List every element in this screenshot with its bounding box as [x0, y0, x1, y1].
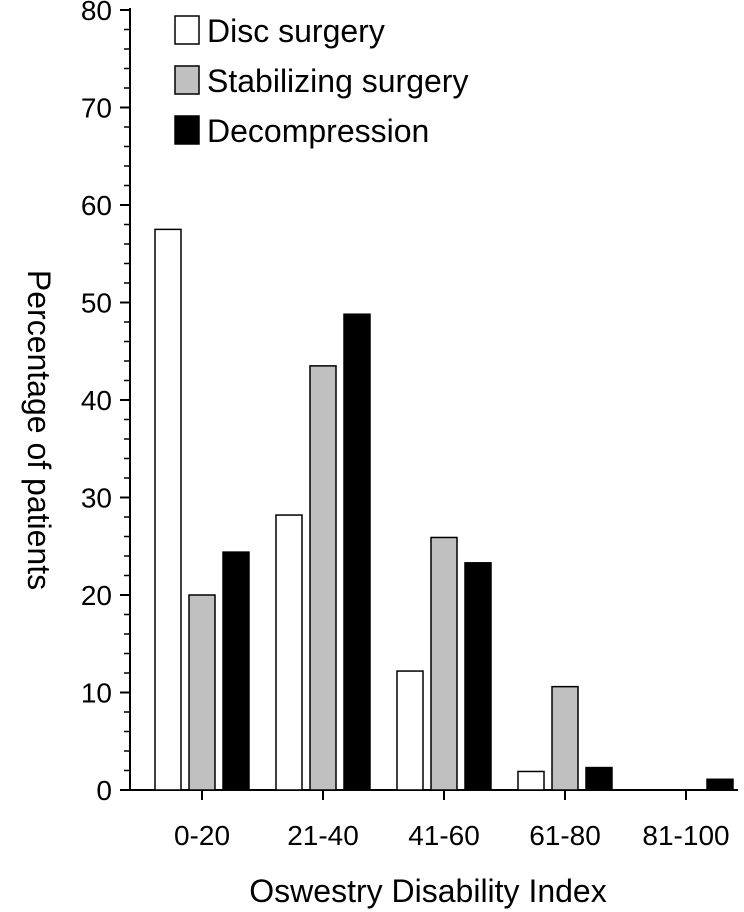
bar-stabilizing-surgery [188, 594, 216, 791]
bar-decompression [343, 313, 371, 791]
bar-stabilizing-surgery [430, 536, 458, 791]
y-tick-label: 50 [81, 288, 112, 319]
bar-stabilizing-surgery [309, 365, 337, 791]
x-tick-label: 61-80 [529, 820, 601, 851]
legend: Disc surgery Stabilizing surgery Decompres… [174, 13, 468, 149]
bar-decompression [706, 778, 734, 791]
bar-disc-surgery [275, 514, 303, 791]
y-axis-title: Percentage of patients [21, 270, 57, 590]
y-tick-label: 20 [81, 580, 112, 611]
legend-label: Disc surgery [207, 13, 385, 49]
x-tick-label: 21-40 [287, 820, 359, 851]
bar-disc-surgery [517, 770, 545, 791]
legend-label: Decompression [207, 113, 429, 149]
bar-disc-surgery [154, 228, 182, 791]
x-tick-label: 0-20 [174, 820, 230, 851]
y-tick-label: 10 [81, 678, 112, 709]
bar-decompression [222, 551, 250, 791]
bar-stabilizing-surgery [551, 685, 579, 791]
y-axis: 0 10 20 30 40 50 60 70 80 [81, 0, 131, 806]
x-axis-title: Oswestry Disability Index [249, 873, 606, 909]
y-tick-label: 70 [81, 93, 112, 124]
legend-swatch [174, 115, 200, 145]
legend-swatch [174, 15, 200, 45]
bars [154, 228, 734, 791]
y-tick-label: 60 [81, 190, 112, 221]
x-axis: 0-20 21-40 41-60 61-80 81-100 [120, 789, 738, 851]
bar-decompression [585, 766, 613, 791]
legend-label: Stabilizing surgery [207, 63, 468, 99]
y-tick-label: 0 [96, 775, 112, 806]
y-tick-label: 30 [81, 483, 112, 514]
x-tick-label: 41-60 [408, 820, 480, 851]
bar-decompression [464, 562, 492, 791]
y-tick-label: 80 [81, 0, 112, 26]
legend-swatch [174, 65, 200, 95]
y-tick-label: 40 [81, 385, 112, 416]
bar-disc-surgery [396, 670, 424, 791]
x-tick-label: 81-100 [642, 820, 729, 851]
